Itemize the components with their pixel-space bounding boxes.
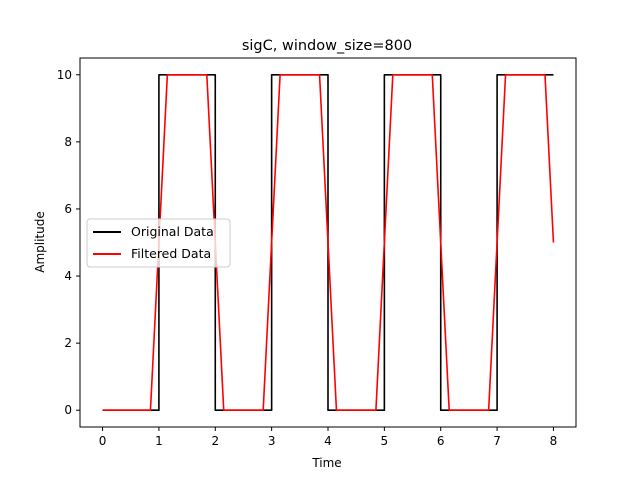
x-axis-label: Time bbox=[311, 456, 341, 470]
y-tick-label: 10 bbox=[57, 68, 72, 82]
y-tick-label: 8 bbox=[64, 135, 72, 149]
x-tick-label: 3 bbox=[268, 434, 276, 448]
y-tick-label: 4 bbox=[64, 269, 72, 283]
series-layer bbox=[102, 73, 555, 412]
y-tick-label: 6 bbox=[64, 202, 72, 216]
x-tick-label: 1 bbox=[155, 434, 163, 448]
x-tick-label: 0 bbox=[99, 434, 107, 448]
plot-area: 0 1 2 3 4 5 6 7 8 0 2 4 6 8 10 bbox=[57, 57, 577, 448]
x-tick-label: 2 bbox=[211, 434, 219, 448]
x-tick-label: 8 bbox=[550, 434, 558, 448]
y-axis-label: Amplitude bbox=[33, 211, 47, 273]
x-tick-label: 7 bbox=[493, 434, 501, 448]
series-line-filtered-data bbox=[102, 73, 555, 412]
x-tick-label: 4 bbox=[324, 434, 332, 448]
y-tick-label: 2 bbox=[64, 336, 72, 350]
x-tick-label: 6 bbox=[437, 434, 445, 448]
x-tick-label: 5 bbox=[381, 434, 389, 448]
legend-label-filtered-data: Filtered Data bbox=[131, 246, 211, 261]
x-axis-ticks: 0 1 2 3 4 5 6 7 8 bbox=[99, 427, 558, 448]
legend-label-original-data: Original Data bbox=[131, 224, 214, 239]
legend-box bbox=[86, 218, 231, 268]
y-axis-ticks: 0 2 4 6 8 10 bbox=[57, 68, 80, 417]
legend: Original Data Filtered Data bbox=[86, 218, 231, 268]
chart-title: sigC, window_size=800 bbox=[242, 38, 412, 54]
y-tick-label: 0 bbox=[64, 403, 72, 417]
